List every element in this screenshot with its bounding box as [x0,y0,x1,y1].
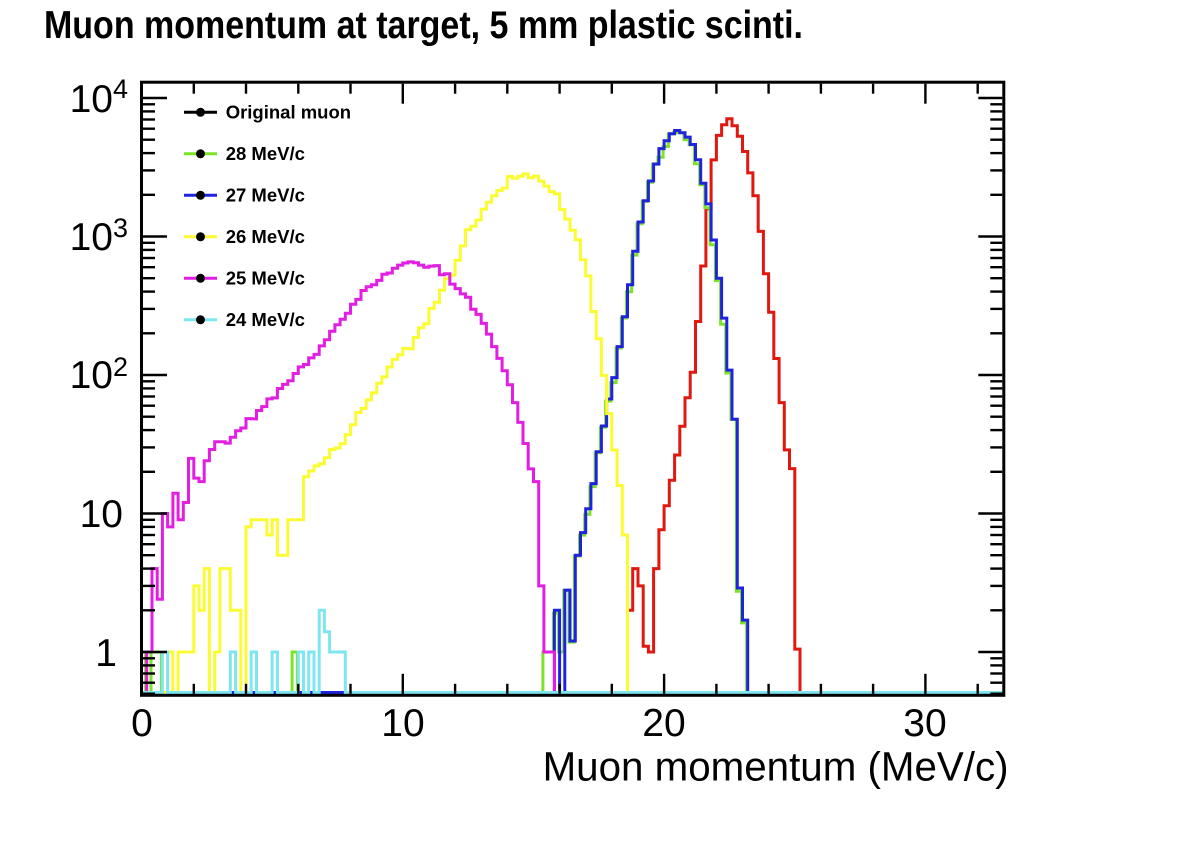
svg-text:1: 1 [95,632,117,675]
svg-text:24 MeV/c: 24 MeV/c [226,309,305,330]
svg-text:Muon momentum (MeV/c): Muon momentum (MeV/c) [543,744,1009,790]
svg-text:10: 10 [80,493,123,536]
svg-text:0: 0 [131,702,153,745]
svg-text:10: 10 [70,78,113,121]
svg-text:25 MeV/c: 25 MeV/c [226,268,305,289]
svg-text:30: 30 [903,702,946,745]
svg-text:4: 4 [113,74,128,104]
svg-text:26 MeV/c: 26 MeV/c [226,226,305,247]
svg-text:10: 10 [381,702,424,745]
svg-text:3: 3 [113,213,128,243]
svg-text:20: 20 [642,702,685,745]
svg-text:10: 10 [70,216,113,259]
svg-text:10: 10 [70,354,113,397]
svg-text:Original muon: Original muon [226,102,351,123]
svg-text:27 MeV/c: 27 MeV/c [226,185,305,206]
svg-text:2: 2 [113,352,128,382]
svg-text:28 MeV/c: 28 MeV/c [226,143,305,164]
svg-text:Muon momentum at target, 5 mm: Muon momentum at target, 5 mm plastic sc… [44,4,803,47]
